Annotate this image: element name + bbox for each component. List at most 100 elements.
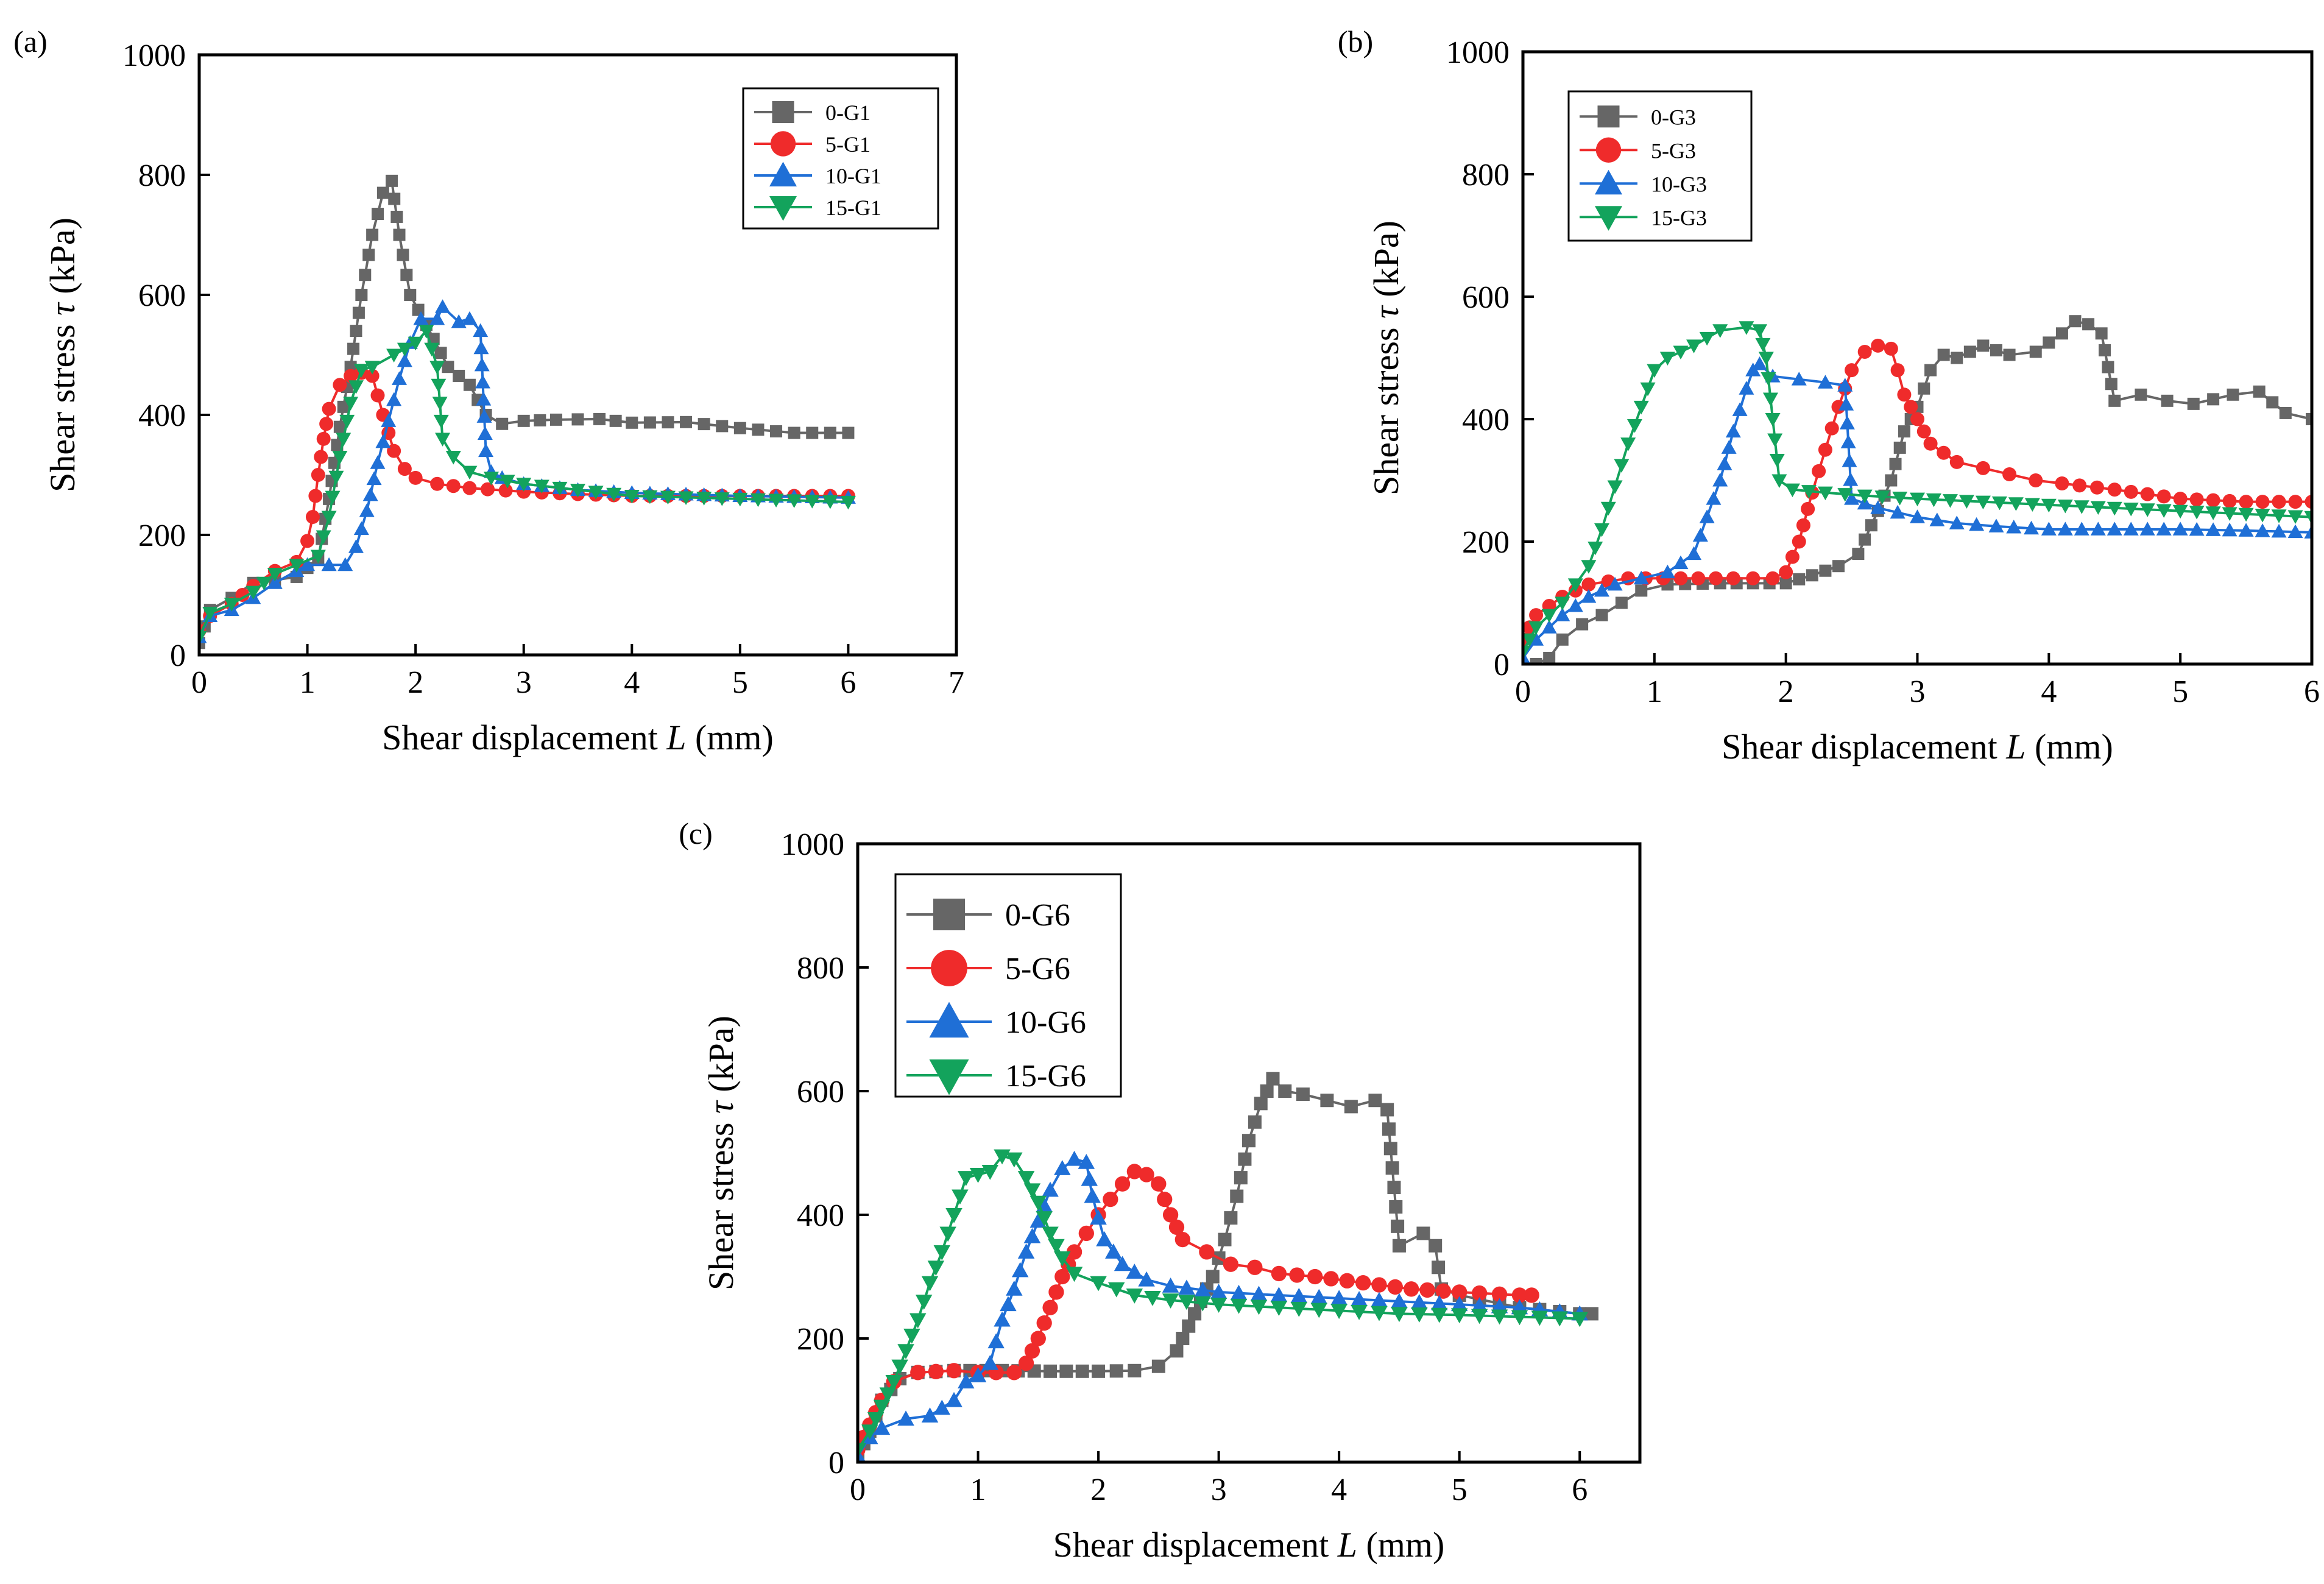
legend-label: 15-G1 xyxy=(825,196,881,220)
data-point xyxy=(316,530,331,544)
data-point xyxy=(1717,456,1732,470)
data-point xyxy=(969,1367,987,1382)
data-point xyxy=(2008,497,2024,511)
data-point xyxy=(1806,569,1818,582)
data-point xyxy=(1857,344,1872,359)
data-point xyxy=(1230,1298,1248,1314)
data-point xyxy=(2304,525,2312,539)
data-point xyxy=(1128,1363,1142,1377)
data-point xyxy=(1949,454,1964,469)
data-point xyxy=(1310,1289,1327,1304)
data-point xyxy=(413,311,429,325)
data-point xyxy=(2006,520,2022,534)
data-point xyxy=(353,521,369,536)
data-point xyxy=(1976,461,1990,475)
x-tick-label: 2 xyxy=(1778,674,1794,709)
data-point xyxy=(1471,1309,1488,1324)
data-point xyxy=(1528,632,1544,646)
data-point xyxy=(981,1354,999,1370)
data-point xyxy=(1151,1176,1167,1192)
data-point xyxy=(1432,1260,1446,1275)
data-point xyxy=(348,539,364,553)
data-point xyxy=(1712,473,1728,487)
data-point xyxy=(199,631,207,645)
data-point xyxy=(473,323,489,338)
data-point xyxy=(1949,515,1965,529)
data-point xyxy=(1699,509,1715,523)
data-point xyxy=(359,269,372,281)
data-point xyxy=(1556,633,1569,646)
data-point xyxy=(392,371,408,385)
data-point xyxy=(824,426,836,439)
data-point xyxy=(328,470,344,485)
data-point xyxy=(429,361,445,375)
data-point xyxy=(1626,419,1642,433)
x-tick-label: 6 xyxy=(2304,674,2320,709)
data-point xyxy=(308,489,323,503)
data-point xyxy=(1865,519,1877,532)
data-point xyxy=(2124,484,2138,499)
data-point xyxy=(1278,1084,1292,1098)
data-point xyxy=(408,470,423,485)
x-axis-title: Shear displacement L (mm) xyxy=(382,718,774,757)
y-axis-title-suffix: (kPa) xyxy=(701,1016,741,1101)
data-point xyxy=(2279,406,2292,419)
data-point xyxy=(2123,522,2139,536)
data-point xyxy=(397,342,412,357)
data-point xyxy=(733,422,746,434)
data-point xyxy=(1870,500,1886,514)
data-point xyxy=(1916,424,1931,439)
y-axis-title-suffix: (kPa) xyxy=(43,217,82,303)
data-point xyxy=(2189,506,2205,520)
legend-label: 0-G1 xyxy=(825,101,871,125)
x-tick-label: 1 xyxy=(1647,674,1662,709)
data-point xyxy=(1230,1189,1244,1203)
data-point xyxy=(1023,1183,1041,1199)
x-tick-label: 5 xyxy=(1452,1473,1468,1507)
data-point xyxy=(431,378,447,393)
data-point xyxy=(1647,364,1662,378)
plot-frame xyxy=(197,53,958,657)
x-axis-title-suffix: (mm) xyxy=(2026,727,2113,766)
data-point xyxy=(310,550,326,564)
data-point xyxy=(1036,1315,1052,1331)
data-point xyxy=(1471,1297,1488,1312)
data-point xyxy=(386,348,402,362)
data-point xyxy=(2156,522,2172,536)
data-point xyxy=(897,1344,914,1360)
data-point xyxy=(1330,1290,1347,1306)
series-10-G3 xyxy=(1523,356,2312,664)
data-point xyxy=(1078,1225,1094,1242)
data-point xyxy=(1078,1153,1095,1169)
data-point xyxy=(1368,1094,1382,1108)
data-point xyxy=(2057,522,2073,536)
data-point xyxy=(481,482,495,497)
data-point xyxy=(1755,338,1771,352)
data-point xyxy=(1779,577,1792,590)
data-point xyxy=(1250,1299,1268,1315)
data-point xyxy=(1937,348,1950,361)
data-point xyxy=(314,450,328,464)
data-point xyxy=(1042,1226,1059,1242)
data-point xyxy=(1429,1239,1443,1253)
data-point xyxy=(1792,534,1806,549)
data-point xyxy=(442,361,454,373)
data-point xyxy=(386,392,402,406)
data-point xyxy=(1247,1259,1263,1275)
data-point xyxy=(462,311,478,325)
data-point xyxy=(1385,1161,1399,1175)
legend-label: 5-G3 xyxy=(1651,138,1696,163)
data-point xyxy=(365,369,380,383)
data-point xyxy=(909,1313,927,1329)
data-point xyxy=(2206,493,2220,507)
x-tick-label: 4 xyxy=(2041,674,2057,709)
data-point xyxy=(2057,499,2073,514)
data-point xyxy=(1746,571,1761,585)
x-tick-label: 3 xyxy=(1211,1473,1227,1507)
data-point xyxy=(1054,1268,1070,1285)
data-point xyxy=(430,476,445,491)
data-point xyxy=(2003,348,2016,361)
plot-frame xyxy=(856,842,1642,1464)
data-point xyxy=(1765,413,1781,427)
data-point xyxy=(1210,1284,1227,1299)
